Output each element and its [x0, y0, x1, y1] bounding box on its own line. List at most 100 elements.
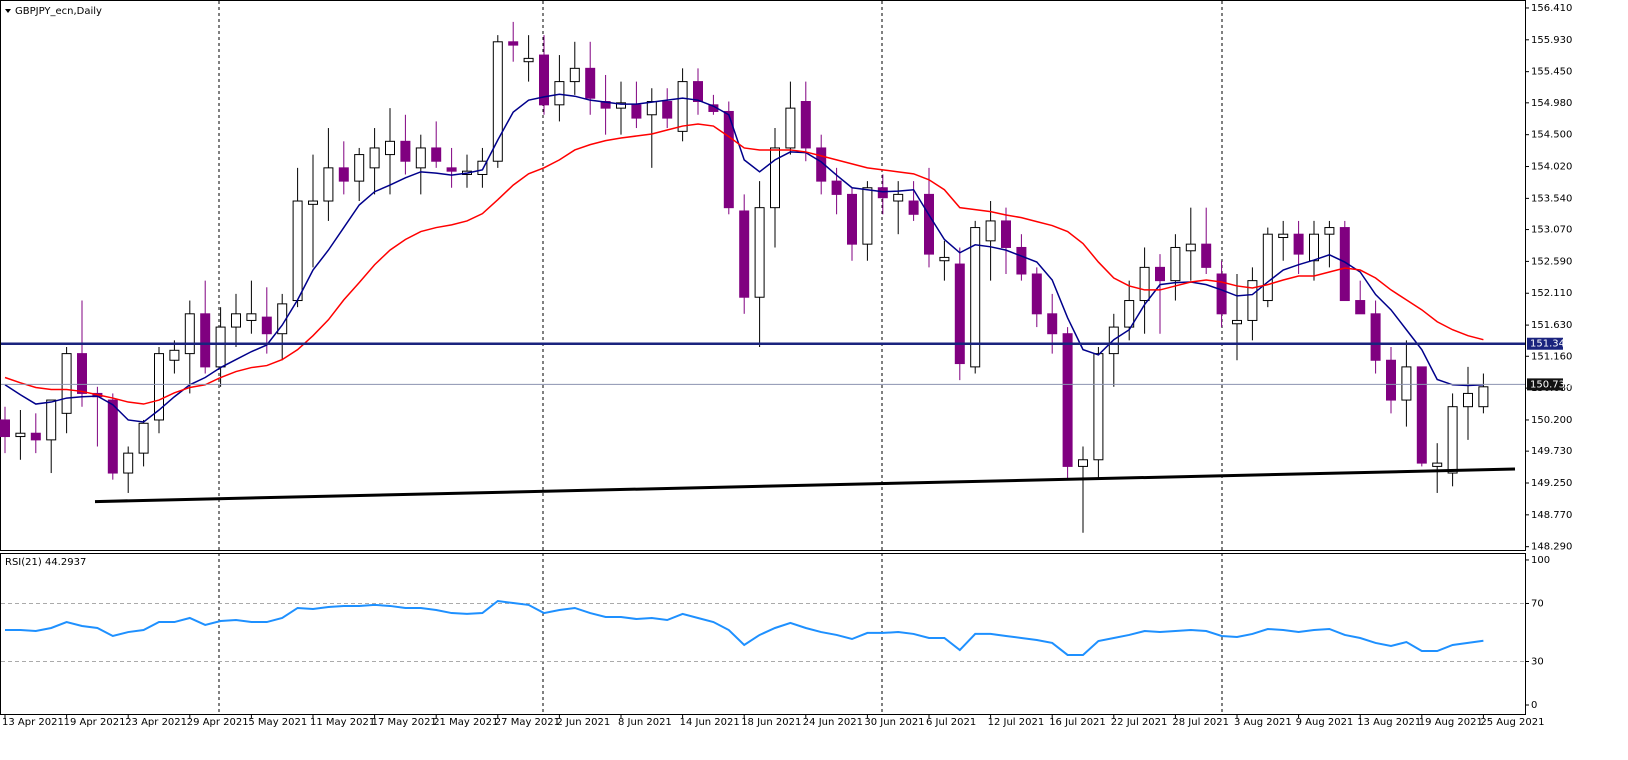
x-tick-label: 19 Aug 2021	[1419, 717, 1483, 728]
y-tick-label: 151.160	[1531, 351, 1572, 362]
candle-body	[1386, 359, 1396, 401]
price-tag-label: 150.736	[1530, 379, 1571, 390]
candle-body	[893, 193, 904, 202]
candle-body	[323, 167, 334, 202]
x-tick-label: 5 May 2021	[248, 717, 307, 728]
candle-body	[723, 110, 734, 209]
candle-body	[1401, 366, 1412, 401]
candle-body	[1293, 233, 1304, 255]
y-tick-label: 149.730	[1531, 446, 1572, 457]
candle-body	[369, 147, 380, 169]
candle-body	[1447, 406, 1458, 474]
candle-body	[1278, 233, 1289, 239]
moving-average	[4, 123, 1484, 405]
candle-body	[1031, 273, 1042, 315]
candle-body	[1463, 392, 1473, 408]
candle-body	[400, 140, 411, 162]
y-tick-label: 154.980	[1531, 98, 1572, 109]
candle-body	[415, 147, 426, 169]
x-tick-label: 13 Apr 2021	[2, 717, 64, 728]
hline-tag-label: 151.349	[1530, 339, 1571, 350]
y-tick-label: 0	[1531, 700, 1537, 711]
candle-body	[1201, 243, 1212, 268]
candle-body	[1155, 266, 1165, 282]
x-tick-label: 9 Aug 2021	[1296, 717, 1354, 728]
candle-body	[446, 167, 457, 172]
candle-body	[831, 180, 842, 195]
candle-body	[1309, 233, 1319, 262]
candle-body	[739, 210, 750, 298]
candle-body	[1216, 273, 1227, 315]
candle-body	[693, 81, 703, 103]
candle-body	[77, 353, 87, 394]
candle-body	[523, 57, 534, 63]
y-tick-label: 148.770	[1531, 510, 1572, 521]
candle-body	[231, 313, 241, 328]
candle-body	[1185, 243, 1196, 252]
y-tick-label: 154.020	[1531, 162, 1572, 173]
candle-body	[15, 432, 26, 438]
y-tick-label: 152.590	[1531, 256, 1572, 267]
y-tick-label: 100	[1531, 555, 1550, 566]
candle-body	[46, 399, 57, 441]
candle-body	[138, 422, 149, 454]
x-tick-label: 2 Jun 2021	[556, 717, 610, 728]
y-tick-label: 151.630	[1531, 320, 1572, 331]
candle-body	[1078, 459, 1088, 467]
y-tick-label: 30	[1531, 656, 1544, 667]
candle-body	[585, 67, 596, 99]
y-tick-label: 149.250	[1531, 478, 1572, 489]
y-tick-label: 155.450	[1531, 67, 1572, 78]
candle-body	[338, 167, 349, 182]
y-tick-label: 150.200	[1531, 415, 1572, 426]
candle-body	[1324, 227, 1335, 235]
candle-body	[1124, 300, 1135, 328]
candle-body	[385, 140, 395, 156]
candle-body	[200, 313, 211, 368]
candle-body	[1232, 319, 1242, 325]
x-tick-label: 14 Jun 2021	[680, 717, 740, 728]
candle-body	[754, 207, 765, 298]
x-tick-label: 6 Jul 2021	[926, 717, 976, 728]
candle-body	[1478, 386, 1489, 408]
candle-body	[985, 220, 996, 242]
x-tick-label: 30 Jun 2021	[864, 717, 924, 728]
candle-body	[785, 107, 796, 149]
price-tag	[1527, 378, 1563, 391]
candle-body	[1001, 220, 1011, 248]
y-tick-label: 153.540	[1531, 193, 1572, 204]
candle-body	[970, 227, 981, 368]
x-tick-label: 16 Jul 2021	[1049, 717, 1106, 728]
candle-body	[662, 101, 673, 119]
candle-body	[1339, 227, 1350, 302]
candle-body	[847, 193, 857, 245]
main-panel-frame	[0, 0, 1526, 551]
candle-body	[631, 104, 642, 119]
candle-body	[261, 316, 272, 335]
candle-body	[677, 81, 688, 132]
y-tick-label: 148.290	[1531, 542, 1572, 553]
candle-body	[154, 353, 164, 421]
x-tick-label: 3 Aug 2021	[1234, 717, 1292, 728]
candle-body	[1355, 300, 1366, 315]
y-tick-label: 152.110	[1531, 288, 1572, 299]
candle-body	[107, 399, 118, 474]
candle-body	[862, 187, 873, 245]
candle-body	[800, 101, 811, 149]
candle-body	[1247, 280, 1258, 321]
candle-body	[1093, 353, 1104, 461]
y-tick-label: 153.070	[1531, 225, 1572, 236]
candle-body	[569, 67, 580, 83]
candle-body	[508, 41, 519, 46]
candle-body	[646, 101, 657, 116]
candle-body	[169, 349, 180, 361]
candle-body	[1262, 233, 1273, 302]
candle-body	[0, 419, 10, 438]
title-icon	[5, 9, 11, 13]
x-tick-label: 25 Aug 2021	[1480, 717, 1544, 728]
rsi-panel-frame	[0, 553, 1526, 715]
x-tick-label: 27 May 2021	[495, 717, 560, 728]
y-tick-label: 70	[1531, 598, 1544, 609]
